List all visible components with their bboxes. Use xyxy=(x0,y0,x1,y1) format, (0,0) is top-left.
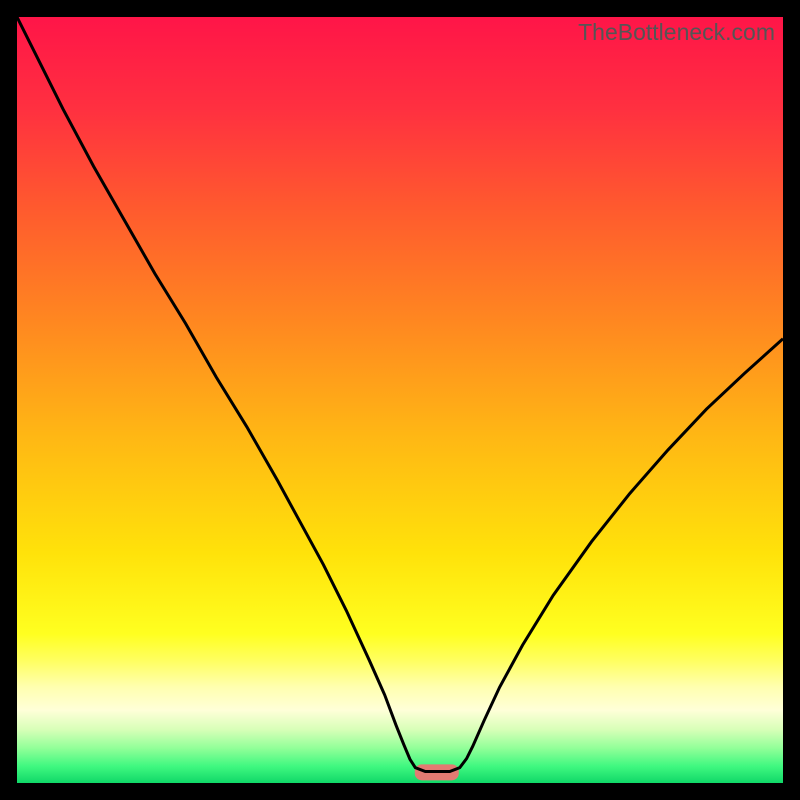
bottleneck-curve xyxy=(17,17,783,783)
curve-path xyxy=(17,17,783,772)
watermark-text: TheBottleneck.com xyxy=(578,19,775,46)
plot-area: TheBottleneck.com xyxy=(17,17,783,783)
